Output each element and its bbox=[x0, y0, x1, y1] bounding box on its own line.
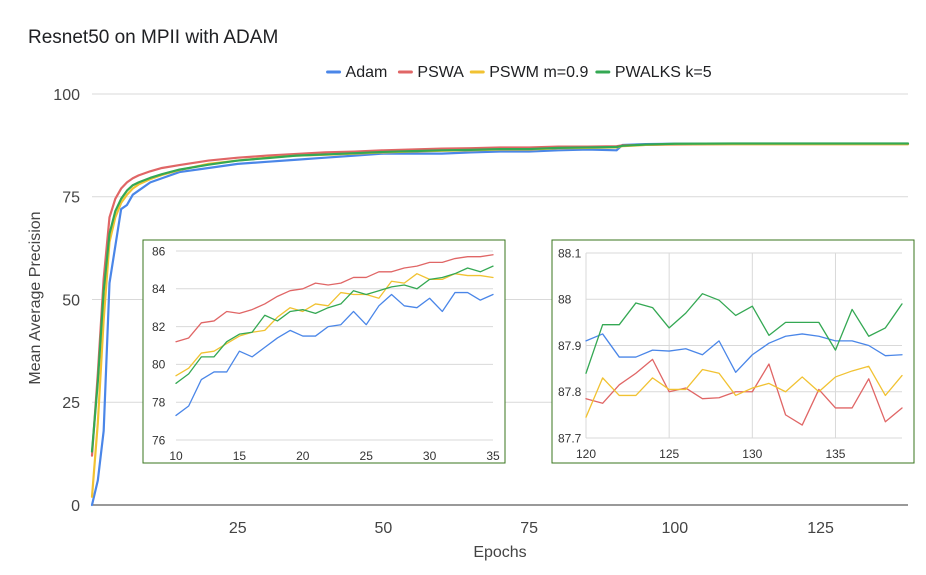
legend-item-adam: Adam bbox=[326, 64, 388, 81]
legend-item-pswm-m-0-9: PSWM m=0.9 bbox=[469, 64, 588, 81]
inset-left-x-tick-label: 30 bbox=[423, 449, 437, 463]
inset-left-series-line-pwalks-k-5 bbox=[175, 265, 494, 384]
inset-left-series-line-pswm-m-0-9 bbox=[175, 273, 494, 377]
inset-right-series-line-pwalks-k-5 bbox=[585, 293, 903, 374]
y-axis-title: Mean Average Precision bbox=[27, 211, 44, 384]
inset-right-series-line-pswm-m-0-9 bbox=[585, 365, 903, 418]
main-x-tick-label: 50 bbox=[375, 520, 393, 537]
main-x-tick-label: 100 bbox=[662, 520, 689, 537]
inset-left-x-tick-label: 35 bbox=[486, 449, 500, 463]
inset-right-y-tick-label: 88.1 bbox=[558, 246, 582, 260]
main-y-tick-label: 0 bbox=[71, 498, 80, 515]
inset-right-y-tick-label: 88 bbox=[558, 293, 572, 307]
inset-right-y-tick-label: 87.7 bbox=[558, 431, 582, 445]
legend-label-pswa: PSWA bbox=[417, 64, 464, 81]
main-y-tick-label: 75 bbox=[62, 190, 80, 207]
chart-title: Resnet50 on MPII with ADAM bbox=[28, 27, 278, 48]
inset-left-y-tick-label: 84 bbox=[152, 282, 166, 296]
main-x-tick-label: 125 bbox=[807, 520, 834, 537]
inset-left-x-tick-label: 15 bbox=[233, 449, 247, 463]
inset-right-y-tick-label: 87.8 bbox=[558, 385, 582, 399]
inset-left-x-tick-label: 20 bbox=[296, 449, 310, 463]
inset-left-x-tick-label: 10 bbox=[169, 449, 183, 463]
inset-right-x-tick-label: 135 bbox=[825, 447, 845, 461]
legend-label-adam: Adam bbox=[346, 64, 388, 81]
inset-left-frame bbox=[142, 239, 506, 464]
inset-right-x-tick-label: 130 bbox=[742, 447, 762, 461]
legend-item-pwalks-k-5: PWALKS k=5 bbox=[595, 64, 712, 81]
inset-left-series-line-pswa bbox=[175, 254, 494, 343]
main-series-line-pwalks-k-5 bbox=[90, 142, 910, 453]
inset-left-series-line-adam bbox=[175, 291, 494, 417]
inset-left-y-tick-label: 78 bbox=[152, 396, 166, 410]
x-axis-title: Epochs bbox=[473, 544, 526, 561]
inset-epochs-10-35: 76 78 80 82 84 86 10 15 20 25 30 35 bbox=[142, 239, 506, 464]
main-x-tick-label: 25 bbox=[229, 520, 247, 537]
inset-left-y-tick-label: 82 bbox=[152, 320, 166, 334]
inset-left-x-tick-label: 25 bbox=[360, 449, 374, 463]
inset-right-series-line-adam bbox=[585, 333, 903, 373]
inset-left-y-tick-label: 76 bbox=[152, 433, 166, 447]
legend-label-pwalks-k-5: PWALKS k=5 bbox=[615, 64, 712, 81]
main-y-tick-label: 50 bbox=[62, 292, 80, 309]
main-y-tick-label: 25 bbox=[62, 395, 80, 412]
legend-item-pswa: PSWA bbox=[397, 64, 464, 81]
legend-label-pswm-m-0-9: PSWM m=0.9 bbox=[489, 64, 588, 81]
legend: Adam PSWA PSWM m=0.9 PWALKS k=5 bbox=[326, 64, 712, 81]
inset-left-y-tick-label: 80 bbox=[152, 358, 166, 372]
inset-epochs-120-139: 87.7 87.8 87.9 88 88.1 120 125 130 135 bbox=[551, 239, 915, 464]
inset-left-y-tick-label: 86 bbox=[152, 244, 166, 258]
inset-right-x-tick-label: 120 bbox=[576, 447, 596, 461]
main-x-tick-label: 75 bbox=[520, 520, 538, 537]
inset-right-x-tick-label: 125 bbox=[659, 447, 679, 461]
main-y-tick-label: 100 bbox=[53, 87, 80, 104]
inset-right-y-tick-label: 87.9 bbox=[558, 339, 582, 353]
inset-right-frame bbox=[551, 239, 915, 464]
